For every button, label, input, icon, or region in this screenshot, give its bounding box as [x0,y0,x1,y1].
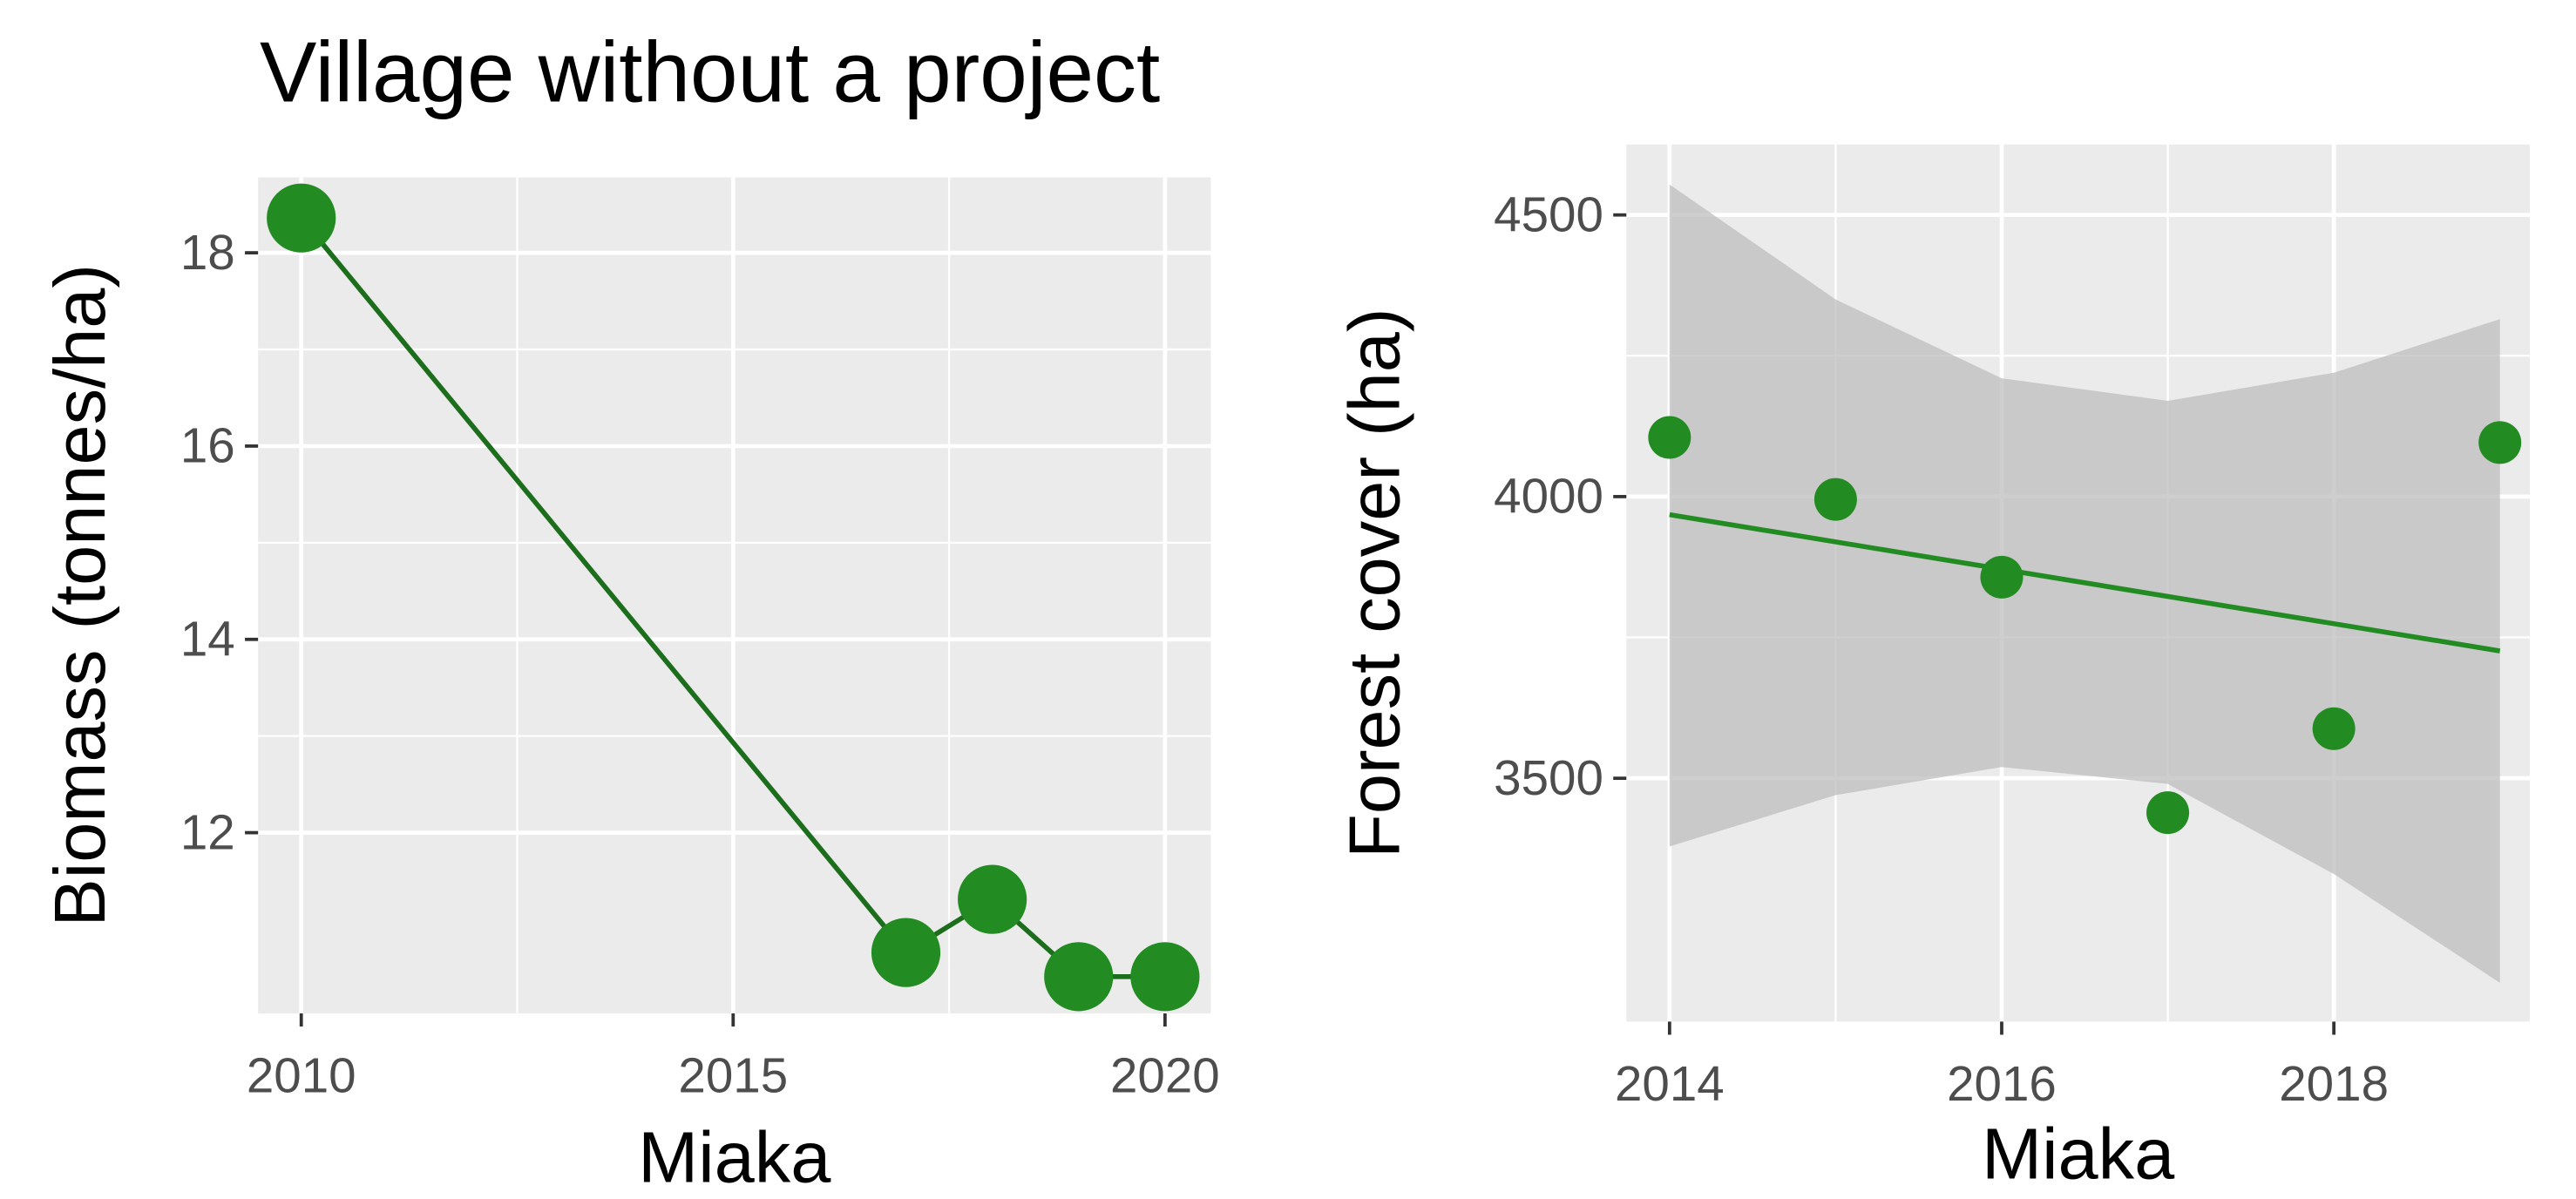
figure-title: Village without a project [260,24,1160,119]
data-point [267,183,336,253]
data-point [1980,555,2024,599]
y-tick-label: 18 [180,225,235,280]
x-axis-title: Miaka [638,1116,831,1197]
data-point [871,918,941,987]
data-point [1813,478,1857,521]
data-point [1648,416,1691,459]
y-tick-label: 14 [180,611,235,666]
data-point [2146,791,2190,835]
data-point [1130,942,1200,1012]
x-tick-label: 2016 [1947,1056,2057,1111]
data-point [2478,421,2522,464]
x-axis-title: Miaka [1982,1114,2175,1195]
y-tick-label: 12 [180,804,235,859]
data-point [2312,707,2356,750]
data-point [958,864,1027,934]
y-axis-title: Biomass (tonnes/ha) [39,264,120,926]
data-point [1044,942,1114,1012]
x-tick-label: 2010 [247,1047,356,1102]
y-tick-label: 4500 [1494,186,1603,241]
x-tick-label: 2020 [1110,1047,1220,1102]
y-axis-title: Forest cover (ha) [1333,308,1414,857]
x-tick-label: 2015 [678,1047,788,1102]
x-tick-label: 2014 [1615,1056,1725,1111]
y-tick-label: 3500 [1494,750,1603,805]
x-tick-label: 2018 [2279,1056,2389,1111]
y-tick-label: 4000 [1494,469,1603,524]
fit-line [1669,511,2501,654]
y-tick-label: 16 [180,418,235,473]
